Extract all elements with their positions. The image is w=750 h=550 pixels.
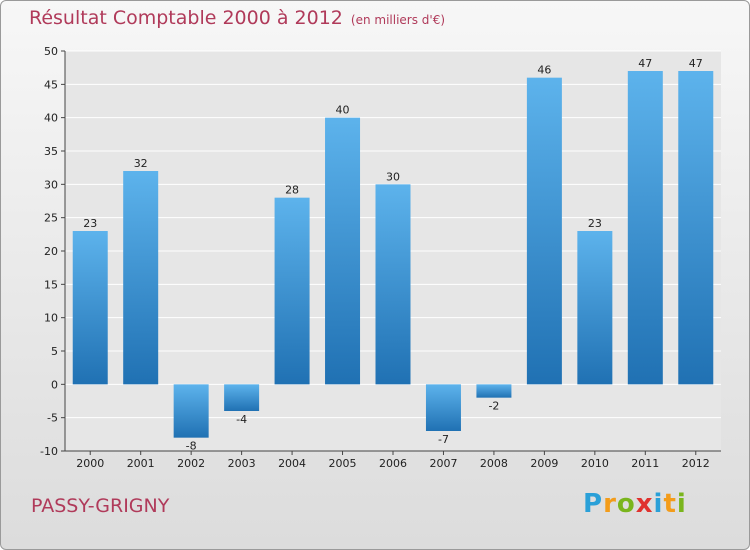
x-tick-label: 2002 — [177, 457, 205, 470]
bar — [476, 384, 512, 398]
bar — [678, 71, 714, 385]
x-tick-label: 2009 — [530, 457, 558, 470]
bar — [224, 384, 260, 411]
data-label: 47 — [689, 57, 703, 70]
x-tick-label: 2006 — [379, 457, 407, 470]
chart-title-text: Résultat Comptable 2000 à 2012 — [29, 7, 343, 29]
bar — [123, 171, 159, 385]
logo-letter: t — [663, 489, 677, 519]
chart-subtitle: (en milliers d'€) — [350, 13, 446, 27]
x-tick-label: 2011 — [631, 457, 659, 470]
x-tick-label: 2001 — [127, 457, 155, 470]
data-label: 23 — [83, 217, 97, 230]
data-label: -4 — [236, 413, 247, 426]
bar — [173, 384, 209, 438]
commune-name: PASSY-GRIGNY — [31, 495, 170, 517]
logo-letter: x — [635, 489, 654, 519]
y-tick-label: 20 — [44, 245, 58, 258]
bar — [274, 197, 310, 385]
data-label: 30 — [386, 170, 400, 183]
bar — [526, 77, 562, 385]
y-tick-label: 40 — [44, 112, 58, 125]
logo-letter: o — [616, 489, 636, 519]
y-tick-label: 30 — [44, 178, 58, 191]
y-tick-label: 25 — [44, 212, 58, 225]
x-tick-label: 2010 — [581, 457, 609, 470]
bar — [375, 184, 411, 385]
logo-letter: i — [653, 489, 664, 519]
y-tick-label: 0 — [51, 378, 58, 391]
chart-title: Résultat Comptable 2000 à 2012 (en millie… — [29, 7, 445, 29]
bar — [627, 71, 663, 385]
data-label: 46 — [537, 64, 551, 77]
y-tick-label: -10 — [40, 445, 58, 458]
bar — [425, 384, 461, 431]
logo-letter: P — [583, 489, 604, 519]
x-tick-label: 2004 — [278, 457, 306, 470]
data-label: 28 — [285, 184, 299, 197]
data-label: -8 — [186, 440, 197, 453]
y-tick-label: 35 — [44, 145, 58, 158]
x-tick-label: 2003 — [228, 457, 256, 470]
data-label: -7 — [438, 433, 449, 446]
data-label: 40 — [336, 104, 350, 117]
data-label: 32 — [134, 157, 148, 170]
y-tick-label: 10 — [44, 312, 58, 325]
x-tick-label: 2007 — [429, 457, 457, 470]
bar — [577, 231, 613, 385]
data-label: 23 — [588, 217, 602, 230]
y-tick-label: 45 — [44, 78, 58, 91]
x-tick-label: 2008 — [480, 457, 508, 470]
y-tick-label: 15 — [44, 278, 58, 291]
logo-letter: i — [676, 489, 687, 519]
x-tick-label: 2000 — [76, 457, 104, 470]
y-tick-label: 5 — [51, 345, 58, 358]
data-label: -2 — [488, 400, 499, 413]
x-tick-label: 2005 — [329, 457, 357, 470]
y-tick-label: 50 — [44, 45, 58, 58]
x-tick-label: 2012 — [682, 457, 710, 470]
bar — [325, 117, 361, 385]
bar — [72, 231, 108, 385]
data-label: 47 — [638, 57, 652, 70]
y-tick-label: -5 — [47, 412, 58, 425]
logo-letter: r — [603, 489, 617, 519]
proxiti-logo: Proxiti — [583, 489, 687, 519]
